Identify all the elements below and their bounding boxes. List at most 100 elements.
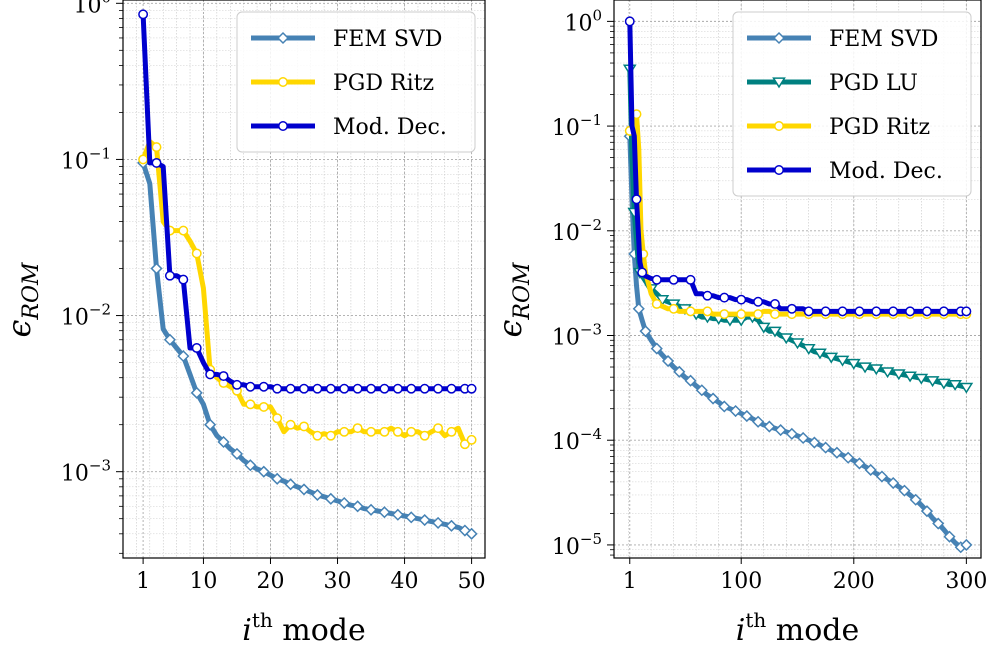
data-point (392, 383, 403, 394)
data-point (151, 157, 162, 168)
data-point (150, 262, 163, 275)
data-point (324, 492, 337, 505)
y-tick-label: 10−1 (552, 111, 602, 141)
data-point (245, 399, 256, 410)
data-point (379, 383, 390, 394)
legend-box (236, 11, 476, 153)
y-tick-label: 10−2 (552, 216, 602, 246)
data-point (801, 343, 816, 355)
x-label-sup: th (252, 608, 273, 632)
data-point (960, 538, 973, 551)
data-point (835, 355, 850, 367)
data-point (943, 530, 956, 543)
data-point (639, 325, 652, 338)
legend-label: Mod. Dec. (829, 159, 943, 184)
data-point (624, 16, 635, 27)
y-tick-base: 10 (61, 462, 89, 487)
data-point (446, 383, 457, 394)
legend-marker (278, 77, 288, 87)
data-point (364, 503, 378, 516)
legend-marker (774, 121, 784, 131)
y-tick-label: 10−3 (552, 320, 602, 350)
data-point (272, 383, 283, 394)
axes-frame (613, 0, 982, 559)
data-point (905, 306, 916, 317)
data-point (790, 338, 805, 350)
x-tick-label: 30 (324, 569, 352, 594)
data-point (272, 413, 283, 424)
x-tick-label: 10 (189, 569, 217, 594)
y-tick-label: 10−5 (552, 530, 602, 560)
data-point (178, 274, 189, 285)
data-point (325, 430, 336, 441)
data-point (797, 431, 810, 445)
data-point (138, 154, 149, 165)
data-point (668, 303, 679, 314)
data-point (466, 383, 477, 394)
legend-marker (774, 165, 784, 175)
data-point (922, 306, 932, 317)
data-point (325, 383, 336, 394)
data-point (736, 294, 747, 305)
data-point (271, 472, 284, 485)
data-point (257, 465, 270, 478)
y-tick-base: 10 (552, 325, 580, 350)
data-point (205, 369, 216, 380)
y-tick-label: 10−2 (61, 301, 111, 331)
x-label-tail: mode (766, 613, 859, 647)
data-point (695, 384, 708, 397)
x-tick-label: 20 (256, 569, 284, 594)
y-tick-base: 10 (552, 116, 580, 141)
legend-label: PGD LU (829, 71, 918, 96)
series-fem-svd (623, 130, 973, 554)
y-tick-exponent: −2 (580, 216, 602, 234)
data-point (191, 343, 202, 353)
y-tick-label: 100 (73, 0, 111, 18)
data-point (685, 274, 696, 285)
series-pgd-ritz (138, 139, 477, 450)
data-point (837, 306, 848, 317)
x-label-tail: mode (273, 613, 366, 647)
data-point (366, 383, 376, 394)
data-point (673, 365, 686, 378)
data-point (284, 478, 297, 491)
data-point (391, 508, 404, 521)
data-point (661, 355, 675, 368)
data-point (846, 358, 861, 370)
y-label-sub: ROM (510, 262, 535, 321)
data-point (244, 459, 257, 472)
data-point (920, 505, 934, 518)
data-point (378, 506, 391, 519)
legend-label: Mod. Dec. (333, 115, 447, 140)
data-point (880, 367, 895, 379)
data-point (768, 326, 782, 338)
data-point (830, 446, 843, 459)
data-point (719, 292, 730, 303)
data-point (366, 426, 376, 437)
y-tick-label: 100 (564, 6, 602, 36)
data-point (936, 378, 951, 390)
data-point (459, 439, 470, 450)
x-tick-label: 1 (623, 569, 637, 594)
data-point (230, 447, 244, 460)
x-axis-label: ith mode (242, 608, 366, 647)
series-mod-dec- (624, 16, 972, 317)
data-point (948, 379, 962, 391)
data-point (191, 248, 202, 259)
data-point (875, 470, 888, 483)
data-point (285, 383, 296, 394)
data-point (685, 306, 696, 317)
data-point (718, 400, 731, 413)
data-point (914, 373, 929, 385)
x-tick-label: 200 (833, 569, 875, 594)
data-point (813, 348, 827, 360)
data-point (164, 270, 175, 281)
data-point (379, 426, 390, 437)
data-point (774, 424, 787, 437)
data-point (311, 488, 324, 501)
data-point (961, 306, 972, 317)
legend: FEM SVD PGD LU PGD Ritz Mod. Dec. (732, 11, 972, 197)
data-point (770, 309, 780, 320)
data-point (312, 383, 323, 394)
